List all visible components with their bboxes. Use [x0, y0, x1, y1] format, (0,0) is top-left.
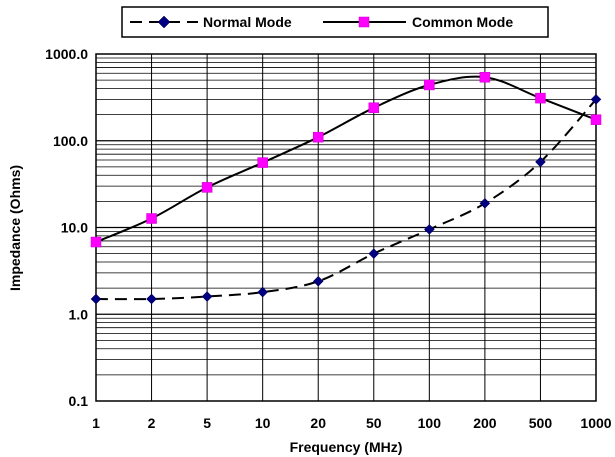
y-axis-title: Impedance (Ohms): [7, 165, 23, 291]
legend-marker-common-mode: [358, 16, 370, 28]
data-point-common-mode: [201, 182, 213, 193]
x-tick-label: 20: [310, 415, 326, 431]
series-layer: [90, 71, 602, 305]
data-point-common-mode: [535, 92, 546, 104]
x-tick-label: 1: [92, 415, 100, 431]
x-axis-ticks: 1 2 5 10 20 50 100 200 500 1000: [92, 415, 612, 431]
data-point-normal-mode: [590, 94, 602, 105]
data-point-normal-mode: [535, 156, 546, 168]
data-point-normal-mode: [423, 224, 435, 235]
data-point-common-mode: [90, 236, 102, 248]
data-point-normal-mode: [312, 275, 324, 287]
x-tick-label: 500: [529, 415, 553, 431]
data-point-common-mode: [257, 157, 268, 168]
data-point-normal-mode: [201, 291, 213, 302]
data-point-common-mode: [479, 71, 491, 83]
legend-entry-common-mode: Common Mode: [323, 14, 513, 30]
legend-label-common-mode: Common Mode: [412, 14, 513, 30]
legend-label-normal-mode: Normal Mode: [203, 14, 292, 30]
series-line-normal-mode: [95, 98, 597, 301]
data-point-common-mode: [312, 131, 324, 143]
legend-marker-normal-mode: [157, 15, 171, 29]
x-tick-label: 5: [203, 415, 211, 431]
data-point-normal-mode: [146, 293, 157, 305]
x-tick-label: 200: [473, 415, 497, 431]
data-point-normal-mode: [90, 293, 102, 305]
x-axis-title: Frequency (MHz): [290, 439, 403, 455]
x-tick-label: 1000: [580, 415, 611, 431]
series-line-common-mode: [95, 75, 597, 243]
data-point-common-mode: [590, 114, 602, 125]
data-point-normal-mode: [257, 286, 269, 298]
data-point-common-mode: [146, 213, 157, 224]
y-tick-label: 1.0: [69, 306, 89, 322]
y-tick-label: 10.0: [61, 220, 88, 236]
x-tick-label: 100: [418, 415, 442, 431]
data-point-normal-mode: [479, 197, 491, 209]
plot-frame: [95, 53, 597, 402]
data-point-common-mode: [368, 102, 380, 114]
x-tick-label: 50: [366, 415, 382, 431]
y-tick-label: 1000.0: [45, 46, 88, 62]
data-point-common-mode: [424, 79, 435, 91]
x-tick-label: 2: [148, 415, 156, 431]
y-tick-label: 100.0: [53, 133, 88, 149]
data-point-normal-mode: [368, 248, 380, 259]
y-axis-ticks: 0.1 1.0 10.0 100.0 1000.0: [45, 46, 88, 409]
legend: Normal Mode Common Mode: [121, 6, 549, 38]
plot-grid: [96, 54, 596, 401]
legend-entry-normal-mode: Normal Mode: [130, 14, 292, 30]
x-tick-label: 10: [255, 415, 271, 431]
y-tick-label: 0.1: [69, 393, 89, 409]
